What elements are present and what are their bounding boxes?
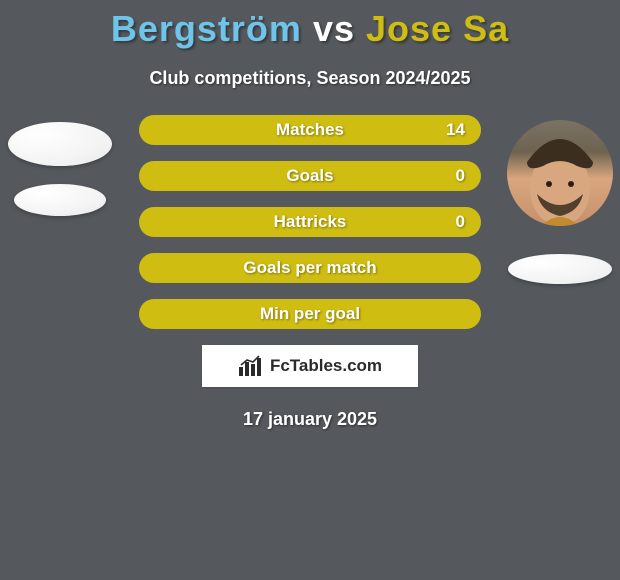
- player-b-avatar: [507, 120, 613, 226]
- bars-icon: [238, 355, 264, 377]
- stat-bar: Min per goal: [139, 299, 481, 329]
- stat-label: Hattricks: [274, 212, 347, 231]
- player-a-club-placeholder: [14, 184, 106, 216]
- player-a-avatar-placeholder: [8, 122, 112, 166]
- stat-bar: 0 Goals: [139, 161, 481, 191]
- player-b-club-placeholder: [508, 254, 612, 284]
- page-title: Bergström vs Jose Sa: [0, 0, 620, 50]
- title-player-b: Jose Sa: [366, 8, 509, 49]
- subtitle: Club competitions, Season 2024/2025: [0, 50, 620, 89]
- title-player-a: Bergström: [111, 8, 302, 49]
- comparison-bars: 14 Matches 0 Goals 0 Hattricks Goals per match…: [139, 115, 481, 329]
- stat-value-b: 0: [456, 207, 465, 237]
- logo-text: FcTables.com: [270, 356, 382, 376]
- stat-value-b: 0: [456, 161, 465, 191]
- stat-bar: Goals per match: [139, 253, 481, 283]
- face-icon: [507, 120, 613, 226]
- player-a-column: [0, 110, 120, 216]
- stat-label: Goals per match: [243, 258, 376, 277]
- player-b-column: [500, 110, 620, 284]
- stat-label: Goals: [286, 166, 333, 185]
- stat-value-b: 14: [446, 115, 465, 145]
- fctables-logo: FcTables.com: [202, 345, 418, 387]
- stat-label: Matches: [276, 120, 344, 139]
- date-label: 17 january 2025: [0, 387, 620, 430]
- stat-bar: 14 Matches: [139, 115, 481, 145]
- stat-bar: 0 Hattricks: [139, 207, 481, 237]
- title-vs: vs: [313, 8, 355, 49]
- stat-label: Min per goal: [260, 304, 360, 323]
